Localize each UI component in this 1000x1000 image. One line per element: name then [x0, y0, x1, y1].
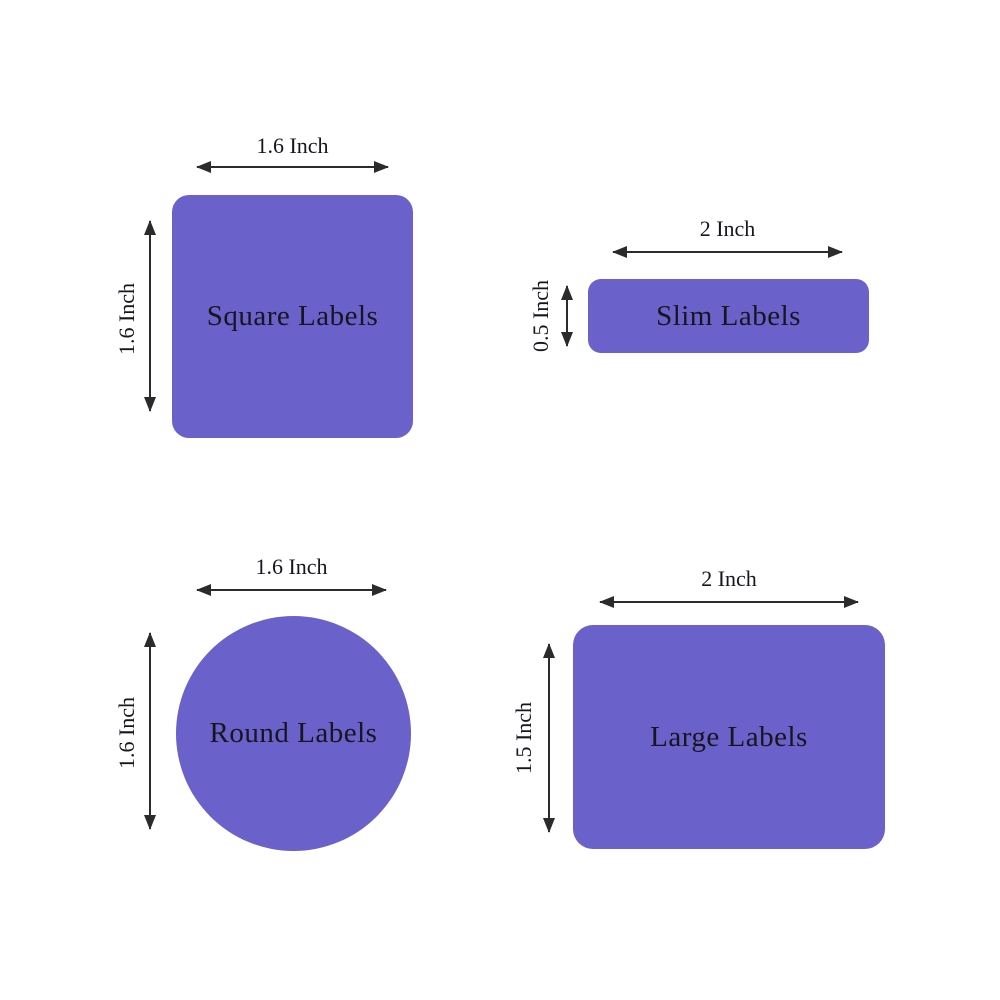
square-width-arrow — [196, 161, 389, 173]
large-label-shape: Large Labels — [573, 625, 885, 849]
square-height-dimension: 1.6 Inch — [114, 282, 139, 356]
square-width-dimension: 1.6 Inch — [256, 133, 329, 158]
slim-height-arrow — [561, 285, 573, 347]
round-label-shape: Round Labels — [176, 616, 411, 851]
large-label-title: Large Labels — [650, 720, 808, 753]
large-height-arrow — [543, 643, 555, 833]
round-width-arrow — [196, 584, 387, 596]
round-label-title: Round Labels — [209, 717, 378, 749]
slim-label-title: Slim Labels — [656, 299, 801, 332]
large-height-dimension: 1.5 Inch — [511, 701, 536, 775]
slim-width-dimension: 2 Inch — [699, 216, 756, 241]
square-label-title: Square Labels — [206, 300, 379, 332]
square-height-arrow — [144, 220, 156, 412]
round-width-dimension: 1.6 Inch — [255, 554, 328, 579]
slim-label-shape: Slim Labels — [588, 279, 869, 353]
slim-height-dimension: 0.5 Inch — [528, 279, 553, 353]
round-height-dimension: 1.6 Inch — [114, 696, 139, 770]
slim-width-arrow — [612, 246, 843, 258]
round-height-arrow — [144, 632, 156, 830]
large-width-arrow — [599, 596, 859, 608]
large-width-dimension: 2 Inch — [701, 566, 757, 591]
square-label-shape: Square Labels — [172, 195, 413, 438]
